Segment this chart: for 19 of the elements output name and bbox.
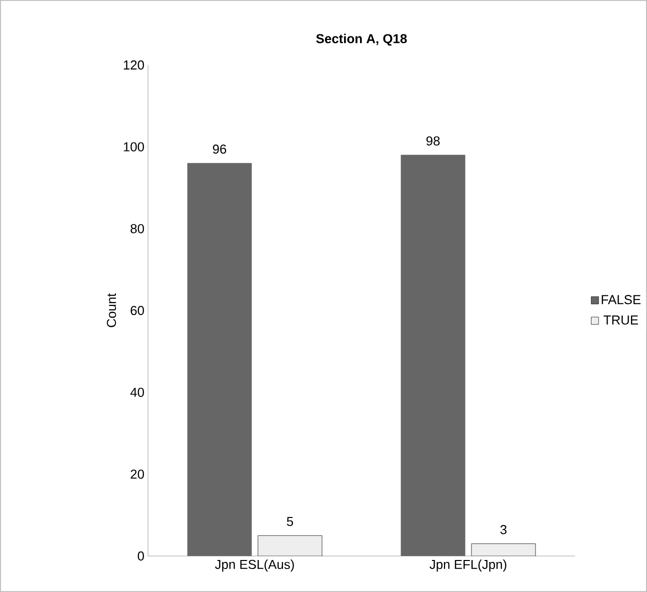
y-tick-label: 60 xyxy=(130,306,144,316)
y-tick-label: 40 xyxy=(130,388,144,397)
x-tick-label: Jpn ESL(Aus) xyxy=(215,560,294,572)
data-label: 3 xyxy=(500,525,507,534)
x-tick-label: Jpn EFL(Jpn) xyxy=(430,560,506,572)
data-label: 5 xyxy=(286,517,294,526)
y-axis-title: Count xyxy=(106,293,116,328)
bar xyxy=(471,544,536,556)
data-label: 96 xyxy=(212,144,226,154)
y-tick-label: 120 xyxy=(124,60,144,70)
y-tick-label: 100 xyxy=(124,142,144,152)
bar xyxy=(258,535,322,556)
legend-label: FALSE xyxy=(602,295,641,304)
data-label: 98 xyxy=(426,136,440,146)
y-tick-label: 80 xyxy=(130,224,144,234)
legend-label: TRUE xyxy=(604,316,638,325)
chart-title: Section A, Q18 xyxy=(316,34,407,46)
y-tick-label: 0 xyxy=(138,551,144,561)
y-tick-label: 20 xyxy=(130,470,144,479)
